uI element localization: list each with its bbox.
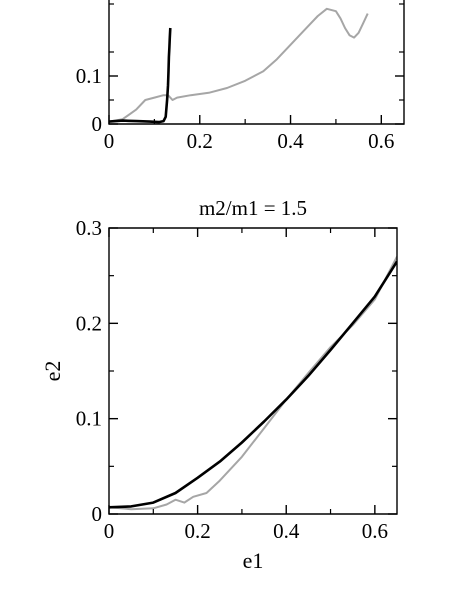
x-tick-label: 0.2 bbox=[184, 519, 210, 543]
y-axis-label: e2 bbox=[40, 361, 65, 382]
x-tick-label: 0.4 bbox=[273, 519, 300, 543]
x-tick-label: 0.4 bbox=[277, 129, 304, 153]
series-1-line bbox=[109, 27, 172, 124]
x-tick-label: 0.6 bbox=[368, 129, 394, 153]
bottom-panel-plot: 0 0.2 0.4 0.6 0 0.1 0.2 0.3 m2/m1 = 1.5 e1 e2 bbox=[40, 196, 398, 573]
series-0-line bbox=[109, 7, 369, 123]
y-tick-label: 0.1 bbox=[76, 407, 102, 431]
top-panel-plot: 0 0.2 0.4 0.6 0 0.1 bbox=[76, 0, 405, 153]
x-axis-label: e1 bbox=[243, 548, 264, 573]
x-tick-label: 0 bbox=[104, 519, 115, 543]
panel-title: m2/m1 = 1.5 bbox=[199, 196, 307, 220]
x-tick-label: 0.6 bbox=[362, 519, 388, 543]
plot-frame bbox=[108, 0, 405, 125]
plot-frame bbox=[108, 227, 398, 515]
y-tick-label: 0.2 bbox=[76, 311, 102, 335]
x-tick-label: 0.2 bbox=[187, 129, 213, 153]
y-tick-label: 0.3 bbox=[76, 216, 102, 240]
y-tick-label: 0.1 bbox=[76, 64, 102, 88]
series-0-line bbox=[109, 256, 397, 511]
y-tick-label: 0 bbox=[92, 502, 103, 526]
x-tick-label: 0 bbox=[104, 129, 115, 153]
series-1-line bbox=[109, 260, 397, 509]
y-tick-label: 0 bbox=[92, 112, 103, 136]
